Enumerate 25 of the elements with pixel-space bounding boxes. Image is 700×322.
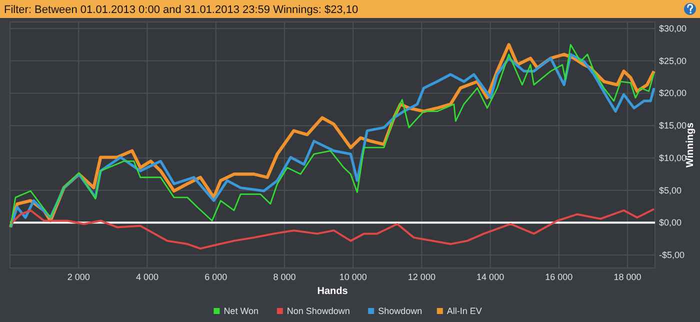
x-tick-label: 2 000 [67,272,90,282]
x-tick-label: 18 000 [614,272,642,282]
x-tick-label: 16 000 [545,272,573,282]
line-series [10,208,655,250]
y2-tick-label: -$5,00 [659,250,685,260]
y2-tick-label: $5,00 [659,185,682,196]
legend-label: Non Showdown [286,306,350,316]
x-tick-label: 10 000 [339,272,367,282]
y2-tick-label: $10,00 [659,152,687,163]
y2-tick-label: $20,00 [659,88,687,98]
y2-tick-label: $0,00 [659,218,682,228]
legend-label: All-In EV [446,306,482,316]
legend-label: Net Won [224,306,259,316]
x-tick-label: 12 000 [408,272,436,282]
y2-tick-label: $15,00 [659,120,687,131]
x-axis-title: Hands [317,286,348,297]
x-tick-label: 4 000 [136,272,158,282]
y2-axis-title: Winnings [685,122,696,168]
y2-tick-label: $30,00 [659,23,687,34]
chart-title: Filter: Between 01.01.2013 0:00 and 31.01.2013 23:59 Winnings: $23,10 [4,4,358,16]
y2-tick-label: $25,00 [659,56,687,66]
x-tick-label: 6 000 [204,272,228,282]
x-tick-label: 8 000 [273,272,296,282]
x-tick-label: 14 000 [476,272,504,282]
legend-label: Showdown [378,306,422,316]
